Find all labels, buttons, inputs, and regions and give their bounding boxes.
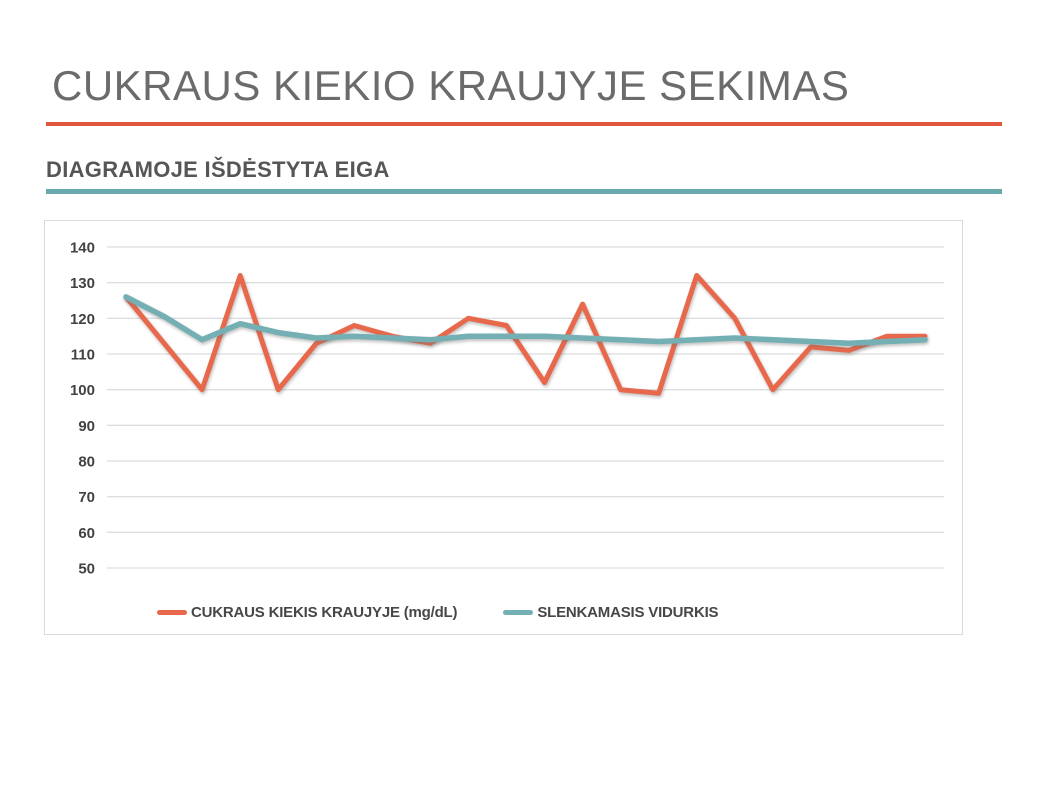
y-axis-tick-label: 70 (78, 489, 95, 506)
section-subtitle: DIAGRAMOJE IŠDĖSTYTA EIGA (46, 157, 390, 182)
series-line-moving-average (123, 294, 928, 347)
legend-item-glucose: CUKRAUS KIEKIS KRAUJYJE (mg/dL) (157, 604, 458, 621)
chart-legend: CUKRAUS KIEKIS KRAUJYJE (mg/dL) SLENKAMAS… (157, 604, 719, 621)
line-chart-canvas: 140 130 120 110 100 90 80 70 60 50 (70, 240, 944, 578)
y-axis-tick-label: 130 (70, 275, 95, 292)
legend-line-swatch (157, 610, 187, 615)
legend-item-moving-average: SLENKAMASIS VIDURKIS (503, 604, 719, 621)
y-axis-tick-label: 140 (70, 240, 95, 257)
y-axis-tick-label: 50 (78, 561, 95, 578)
y-axis-tick-label: 110 (71, 347, 95, 364)
legend-line-swatch (503, 610, 534, 615)
chart-card: 140 130 120 110 100 90 80 70 60 50 CUKRAUS KIEKIS… (44, 220, 963, 635)
y-axis-tick-label: 90 (78, 418, 95, 435)
y-axis-tick-label: 100 (70, 382, 95, 399)
legend-label: CUKRAUS KIEKIS KRAUJYJE (mg/dL) (191, 604, 458, 621)
y-axis-tick-label: 120 (70, 311, 95, 328)
y-axis-tick-label: 60 (78, 525, 95, 542)
subtitle-underline-rule (46, 189, 1002, 194)
legend-label: SLENKAMASIS VIDURKIS (537, 604, 719, 621)
title-underline-rule (46, 122, 1002, 126)
series-line-glucose (123, 273, 928, 396)
y-axis-tick-label: 80 (78, 454, 95, 471)
page-title: CUKRAUS KIEKIO KRAUJYJE SEKIMAS (52, 62, 850, 109)
